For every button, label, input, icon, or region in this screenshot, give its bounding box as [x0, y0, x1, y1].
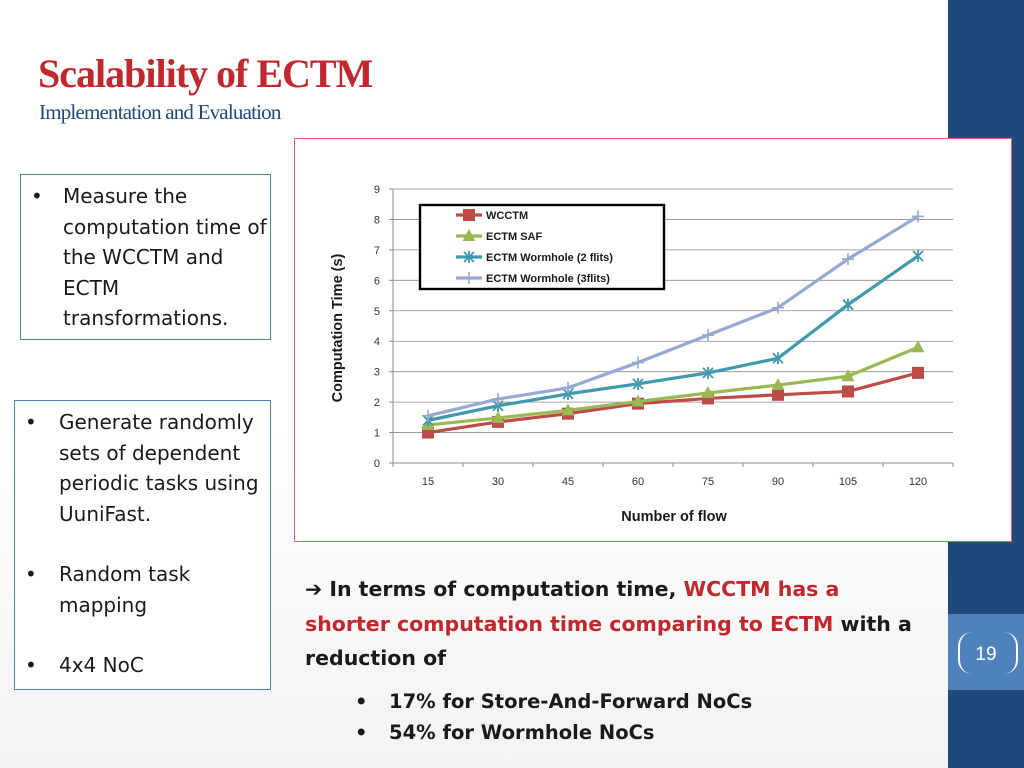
legend-label: ECTM SAF: [486, 231, 543, 243]
reduction-item: 17% for Store-And-Forward NoCs: [355, 686, 752, 717]
data-point: [562, 381, 574, 394]
x-tick-label: 105: [839, 476, 857, 488]
legend-marker: [463, 209, 475, 221]
series-line-1: [427, 345, 919, 427]
setup-description-box: Generate randomly sets of dependent peri…: [14, 400, 271, 690]
data-point: [841, 369, 855, 382]
legend-label: ECTM Wormhole (2 flits): [486, 252, 613, 264]
x-tick-label: 75: [702, 476, 714, 488]
data-point: [771, 378, 785, 391]
y-tick-label: 7: [374, 245, 380, 257]
slide-title: Scalability of ECTM: [38, 51, 373, 96]
series-line-2: [427, 254, 919, 422]
legend-label: ECTM Wormhole (3flits): [486, 273, 610, 285]
conclusion-highlight: WCCTM has a shorter computation time com…: [305, 577, 840, 636]
reduction-item: 54% for Wormhole NoCs: [355, 717, 752, 748]
legend-label: WCCTM: [486, 210, 528, 222]
y-tick-label: 1: [374, 428, 380, 440]
data-point: [772, 301, 784, 314]
brace-icon: [958, 632, 1018, 674]
x-tick-label: 15: [422, 476, 434, 488]
legend-marker: [463, 251, 475, 263]
x-tick-label: 90: [772, 476, 784, 488]
data-point: [631, 394, 645, 407]
data-point: [632, 356, 644, 369]
y-tick-label: 9: [374, 184, 380, 196]
bullet-item: 4x4 NoC: [15, 650, 270, 681]
conclusion-part-3: with a reduction of: [305, 611, 912, 671]
data-point: [422, 409, 434, 422]
data-point: [912, 366, 924, 379]
reduction-list: 17% for Store-And-Forward NoCs 54% for W…: [355, 686, 752, 748]
data-point: [772, 388, 784, 401]
y-tick-label: 4: [374, 336, 380, 348]
legend-marker: [463, 272, 475, 284]
y-tick-label: 6: [374, 275, 380, 287]
legend-marker: [462, 229, 476, 241]
y-tick-label: 5: [374, 306, 380, 318]
x-tick-label: 120: [909, 476, 927, 488]
page-number-box: 19: [948, 614, 1024, 690]
data-point: [491, 410, 505, 423]
slide-subtitle: Implementation and Evaluation: [39, 100, 281, 124]
data-point: [912, 210, 924, 223]
data-point: [772, 352, 784, 365]
arrow-icon: ➔: [305, 577, 323, 601]
y-axis-title: Computation Time (s): [330, 253, 346, 402]
conclusion-text: ➔ In terms of computation time, WCCTM ha…: [305, 572, 925, 676]
data-point: [911, 340, 925, 353]
chart-frame: 0 1 2 3 4 5 6 7 8 9 15 30 45 60 75 90 105 120 Number of fl…: [294, 138, 1012, 542]
bullet-item: Random task mapping: [15, 559, 270, 620]
series-line-0: [427, 371, 919, 435]
legend-box: [418, 203, 666, 291]
data-point: [632, 377, 644, 390]
data-point: [842, 298, 854, 311]
y-tick-label: 8: [374, 214, 380, 226]
data-point: [701, 385, 715, 398]
data-point: [842, 253, 854, 266]
data-point: [492, 393, 504, 406]
bullet-item: Measure the computation time of the WCCT…: [21, 181, 270, 334]
y-tick-label: 3: [374, 367, 380, 379]
series-line-3: [427, 215, 919, 418]
data-point: [702, 366, 714, 379]
bullet-item: Generate randomly sets of dependent peri…: [15, 407, 270, 529]
y-tick-label: 2: [374, 397, 380, 409]
data-point: [912, 249, 924, 262]
page-number: 19: [975, 644, 997, 665]
x-tick-label: 60: [632, 476, 644, 488]
x-axis-title: Number of flow: [621, 509, 727, 525]
data-point: [842, 385, 854, 398]
data-point: [702, 329, 714, 342]
y-tick-label: 0: [374, 458, 380, 470]
x-tick-label: 30: [492, 476, 504, 488]
task-description-box: Measure the computation time of the WCCT…: [20, 174, 271, 340]
conclusion-part-1: In terms of computation time,: [329, 577, 684, 601]
data-point: [561, 403, 575, 416]
x-tick-label: 45: [562, 476, 574, 488]
